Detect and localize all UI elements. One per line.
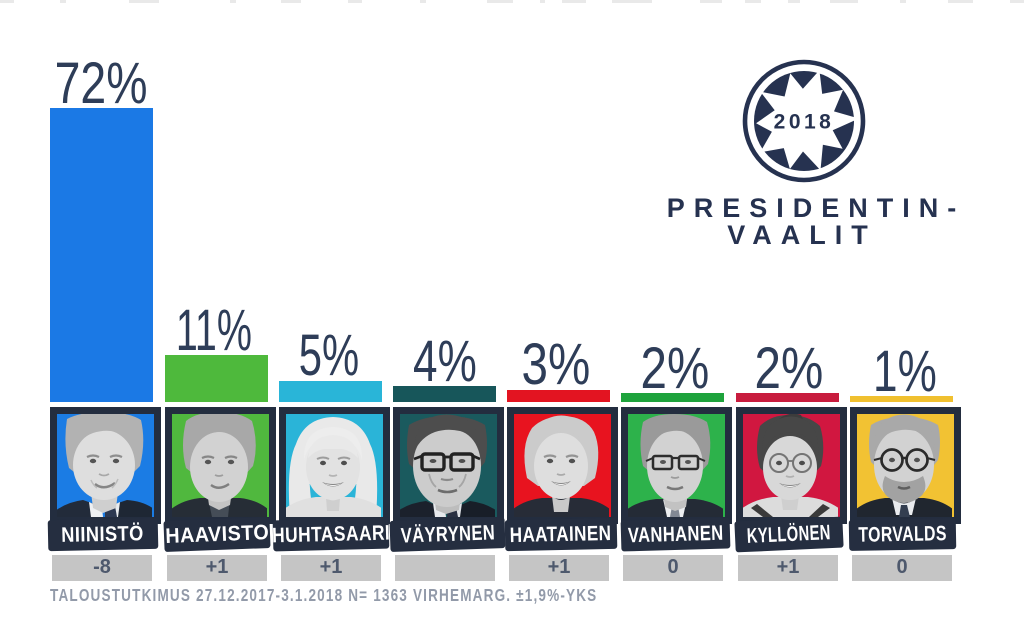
svg-text:2018: 2018 [774,111,835,134]
